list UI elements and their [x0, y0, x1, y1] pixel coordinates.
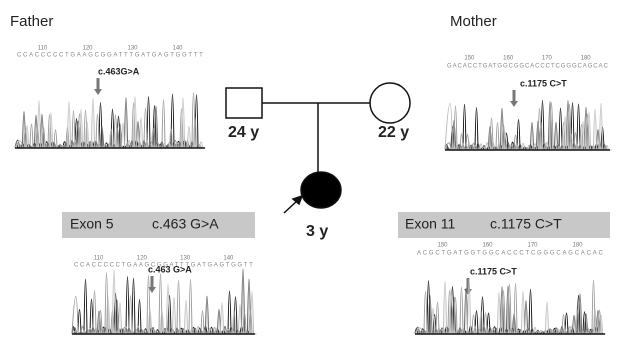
position-label: 150: [464, 56, 475, 62]
mother-age: 22 y: [378, 124, 409, 141]
position-label: 170: [542, 56, 553, 62]
position-label: 110: [94, 256, 104, 262]
variant-label: c.463 G>A: [148, 264, 192, 274]
variant-label: c.463G>A: [98, 66, 140, 76]
position-label: 120: [82, 46, 93, 52]
position-label: 140: [223, 256, 234, 262]
position-label: 120: [137, 256, 148, 262]
position-label: 180: [581, 56, 592, 62]
position-label: 110: [38, 46, 48, 52]
position-label: 150: [437, 243, 448, 249]
position-label: 130: [180, 256, 191, 262]
proband-symbol: [301, 172, 341, 208]
position-label: 160: [482, 243, 493, 249]
sequence: ACGCTGATGGTGGCACCCTCGGGCAGCACAC: [417, 251, 603, 257]
father-symbol: [226, 88, 262, 118]
position-label: 140: [172, 46, 183, 52]
pedigree: [226, 83, 410, 213]
exon-variant: c.1175 C>T: [490, 216, 562, 232]
variant-arrow-head: [510, 101, 518, 107]
sequence: CCACCCCCTGAAGCGGATTTGATGAGTGGTTT: [17, 53, 203, 59]
position-label: 170: [527, 243, 538, 249]
exon-variant: c.463 G>A: [152, 216, 219, 232]
exon-label: Exon 11: [405, 216, 456, 232]
figure: Father Mother 24 y 22 y 3 y Exon 5 c.463…: [0, 0, 617, 340]
proband-age: 3 y: [306, 223, 328, 240]
father-label: Father: [10, 13, 53, 30]
variant-label: c.1175 C>T: [470, 266, 517, 276]
variant-arrow-head: [94, 89, 102, 95]
position-label: 160: [503, 56, 514, 62]
position-label: 180: [572, 243, 583, 249]
mother-label: Mother: [450, 13, 497, 30]
sequence: GACACCTGATGGCGGCACCCTCGGGCAGCAC: [447, 64, 608, 70]
exon-label: Exon 5: [70, 216, 114, 232]
variant-label: c.1175 C>T: [520, 78, 567, 88]
position-label: 130: [127, 46, 138, 52]
mother-symbol: [370, 83, 410, 123]
father-age: 24 y: [228, 124, 259, 141]
